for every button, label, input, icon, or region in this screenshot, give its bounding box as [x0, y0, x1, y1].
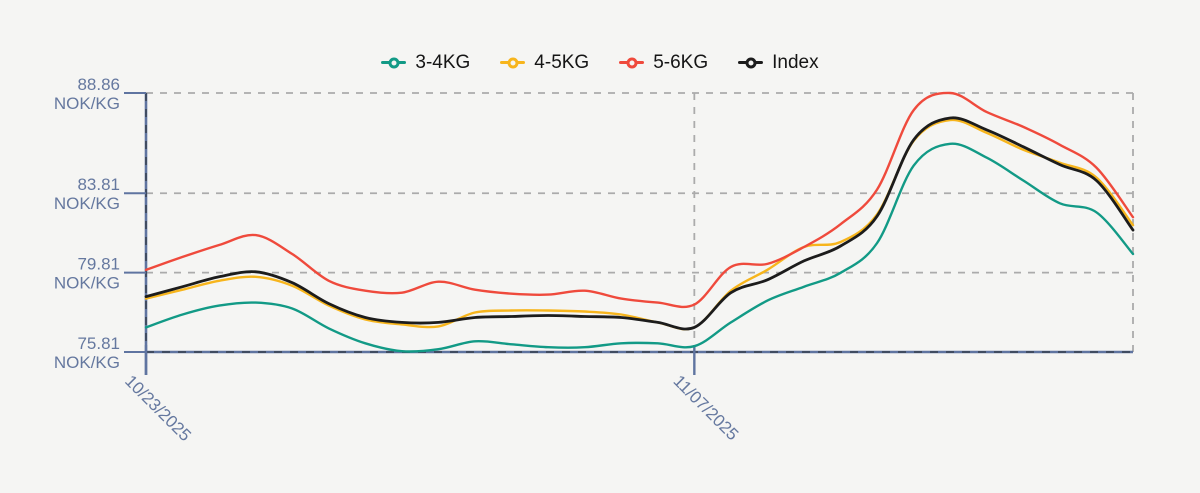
- legend-item-3-4kg[interactable]: 3-4KG: [381, 53, 470, 72]
- y-axis-label: 75.81 NOK/KG: [54, 334, 120, 372]
- legend-label: Index: [772, 52, 819, 73]
- series-line-5-6kg: [144, 91, 1135, 309]
- legend-ring-icon: [745, 57, 757, 68]
- legend-ring-icon: [507, 57, 519, 68]
- legend-item-index[interactable]: Index: [738, 52, 819, 73]
- legend-ring-icon: [388, 57, 400, 68]
- series-line-4-5kg: [144, 118, 1135, 331]
- legend-line-marker-icon: [381, 57, 407, 68]
- x-axis-label: 11/07/2025: [670, 371, 743, 444]
- legend-line-marker-icon: [500, 57, 526, 68]
- legend-label: 4-5KG: [534, 52, 590, 73]
- series-line-3-4kg: [144, 142, 1135, 353]
- legend-ring-icon: [626, 57, 638, 68]
- y-axis-label: 83.81 NOK/KG: [54, 175, 120, 213]
- legend-line-marker-icon: [738, 57, 764, 68]
- series-line-index: [144, 116, 1135, 331]
- legend-line-marker-icon: [619, 57, 645, 68]
- legend-label: 3-4KG: [415, 52, 471, 73]
- legend-label: 5-6KG: [653, 52, 709, 73]
- legend-item-4-5kg[interactable]: 4-5KG: [500, 53, 589, 72]
- x-axis-label: 10/23/2025: [121, 371, 195, 445]
- legend-item-5-6kg[interactable]: 5-6KG: [619, 53, 708, 72]
- chart-legend: 3-4KG 4-5KG 5-6KG Index: [0, 53, 1200, 72]
- y-axis-label: 79.81 NOK/KG: [54, 255, 120, 293]
- y-axis-label: 88.86 NOK/KG: [54, 75, 120, 113]
